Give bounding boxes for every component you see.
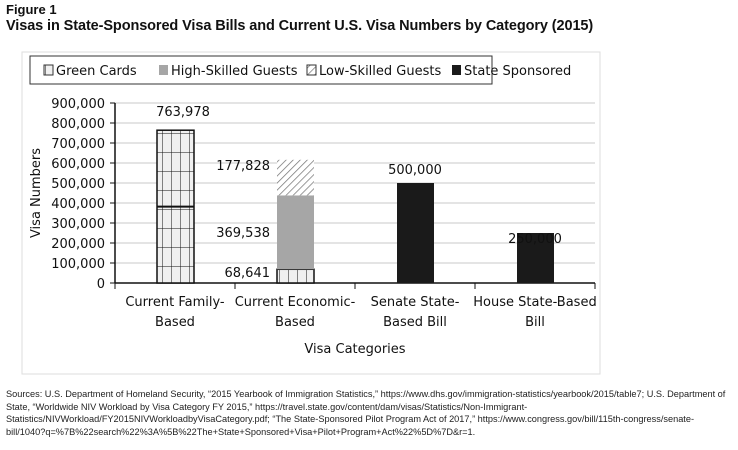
figure-label: Figure 1 xyxy=(6,2,57,17)
legend-box xyxy=(29,55,493,85)
legend-label: State Sponsored xyxy=(464,64,571,79)
legend: Green Cards High-Skilled Guests Low-Skille… xyxy=(29,55,571,85)
y-axis-label: Visa Numbers xyxy=(29,148,44,238)
legend-swatch xyxy=(43,64,54,76)
x-tick-label: Senate State- xyxy=(371,295,460,310)
y-tick-label: 600,000 xyxy=(51,157,105,172)
y-tick-label: 800,000 xyxy=(51,117,105,132)
y-tick-label: 200,000 xyxy=(51,237,105,252)
chart-frame xyxy=(21,51,601,375)
bar-state-sponsored xyxy=(397,183,434,283)
x-tick-label: Based Bill xyxy=(383,315,447,330)
y-tick-label: 500,000 xyxy=(51,177,105,192)
chart: Green Cards High-Skilled Guests Low-Skille… xyxy=(21,51,601,375)
x-tick-label: House State-Based xyxy=(473,295,596,310)
x-axis-label: Visa Categories xyxy=(304,342,405,357)
y-tick-label: 700,000 xyxy=(51,137,105,152)
bar-high-skilled-guests xyxy=(277,195,314,270)
legend-swatch xyxy=(306,64,317,76)
bar-state-sponsored xyxy=(517,233,554,283)
x-tick-label: Current Family- xyxy=(125,295,225,310)
legend-swatch xyxy=(159,65,168,75)
y-tick-label: 100,000 xyxy=(51,257,105,272)
x-tick-label: Based xyxy=(155,315,195,330)
y-tick-label: 300,000 xyxy=(51,217,105,232)
x-tick-label: Current Economic- xyxy=(235,295,356,310)
data-label: 250,000 xyxy=(508,232,562,247)
legend-label: High-Skilled Guests xyxy=(171,64,298,79)
y-tick-label: 0 xyxy=(97,277,105,292)
data-label: 369,538 xyxy=(216,226,270,241)
y-tick-label: 400,000 xyxy=(51,197,105,212)
y-tick-label: 900,000 xyxy=(51,97,105,112)
legend-swatch xyxy=(452,65,461,75)
x-tick-label: Bill xyxy=(525,315,545,330)
bar-green-cards xyxy=(276,268,315,284)
data-label: 500,000 xyxy=(388,163,442,178)
data-label: 177,828 xyxy=(216,159,270,174)
legend-label: Low-Skilled Guests xyxy=(319,64,441,79)
sources-note: Sources: U.S. Department of Homeland Sec… xyxy=(6,389,726,437)
bar-low-skilled-guests xyxy=(277,159,314,196)
chart-title: Visas in State-Sponsored Visa Bills and … xyxy=(6,18,594,34)
data-label: 763,978 xyxy=(156,105,210,120)
legend-label: Green Cards xyxy=(56,64,137,79)
x-tick-label: Based xyxy=(275,315,315,330)
data-label: 68,641 xyxy=(225,266,271,281)
